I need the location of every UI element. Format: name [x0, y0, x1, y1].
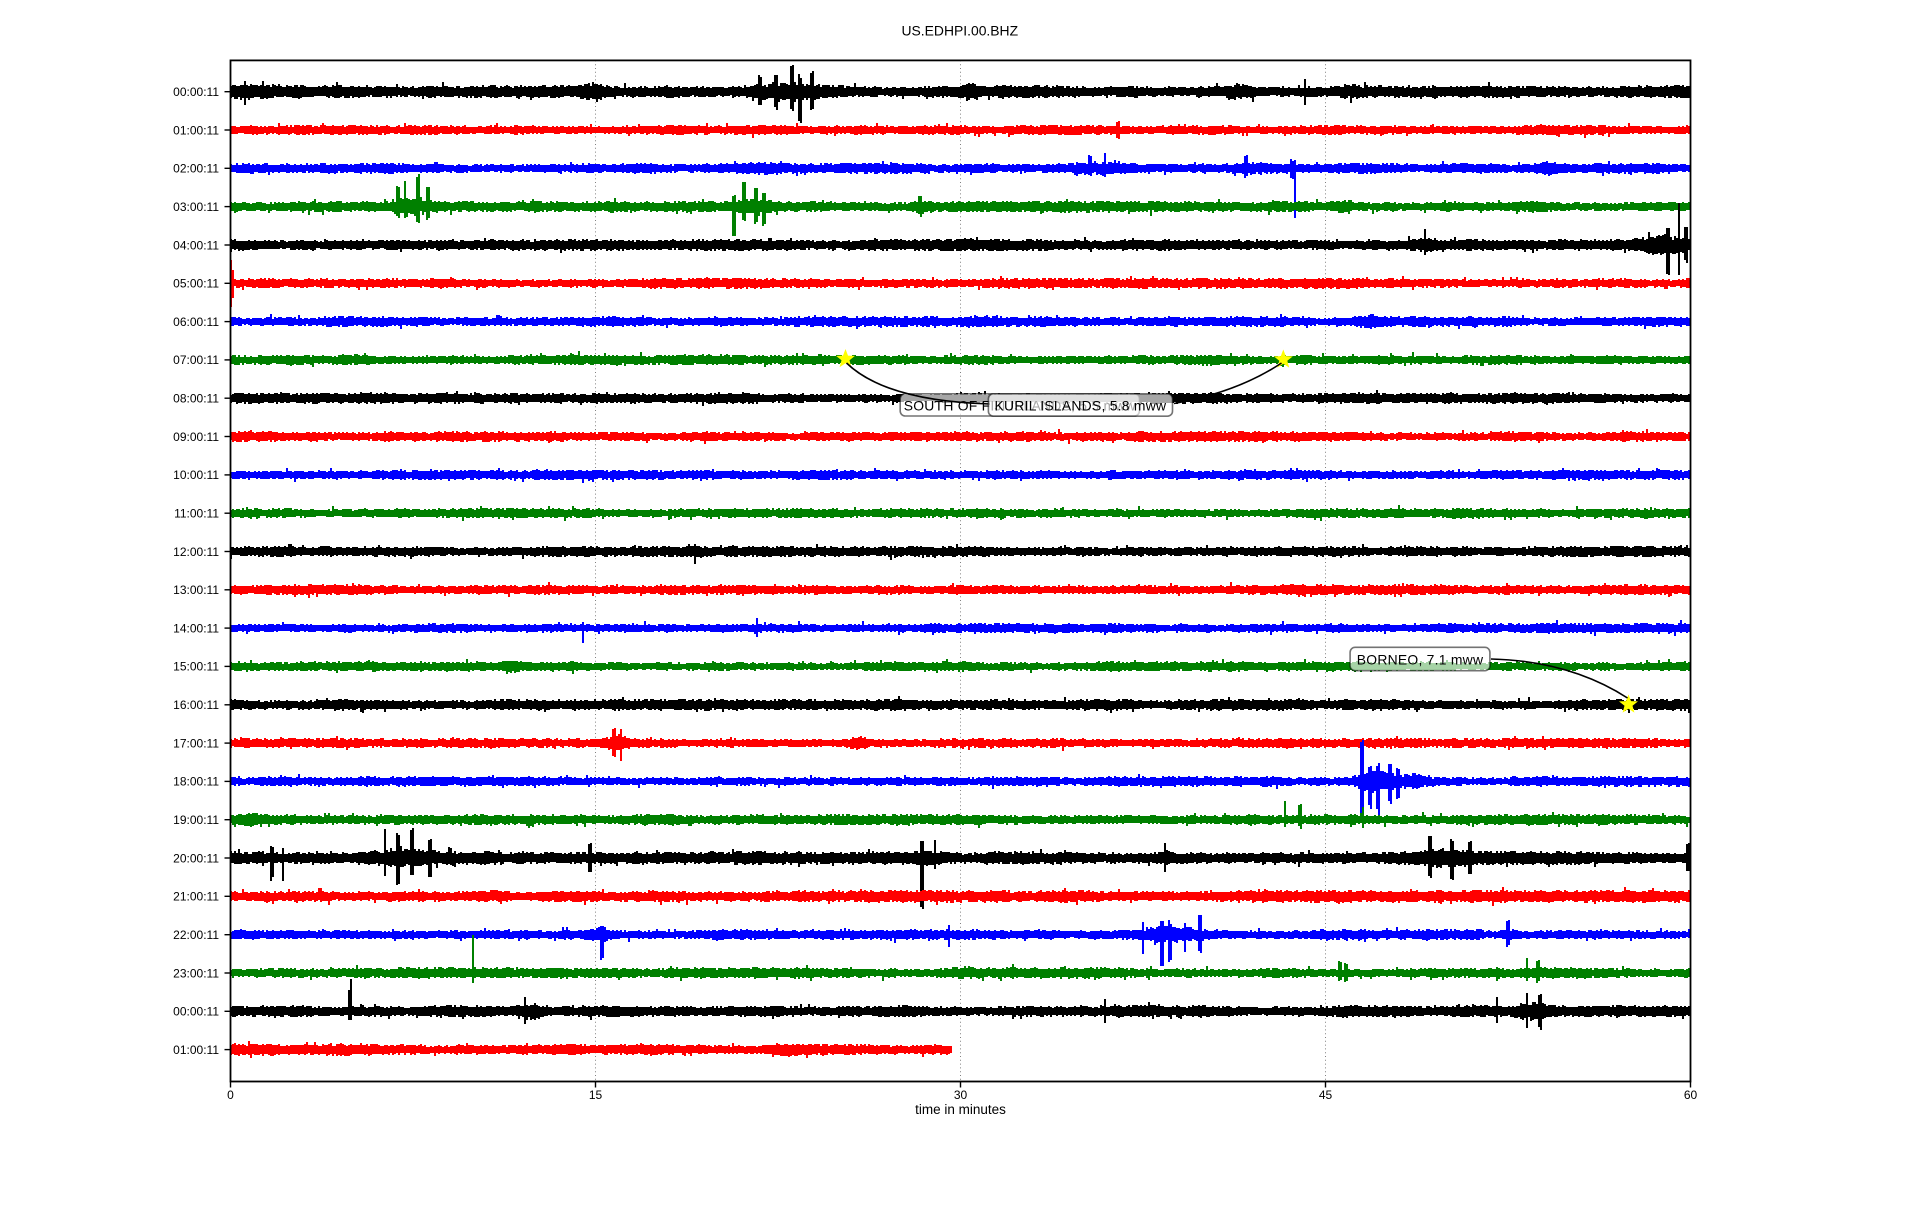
svg-text:US.EDHPI.00.BHZ: US.EDHPI.00.BHZ [902, 23, 1019, 39]
svg-text:60: 60 [1684, 1088, 1698, 1102]
svg-text:18:00:11: 18:00:11 [173, 775, 219, 789]
svg-text:00:00:11: 00:00:11 [173, 85, 219, 99]
svg-text:22:00:11: 22:00:11 [173, 928, 219, 942]
svg-text:BORNEO, 7.1 mww: BORNEO, 7.1 mww [1357, 652, 1484, 668]
svg-text:15: 15 [589, 1088, 603, 1102]
svg-text:30: 30 [954, 1088, 968, 1102]
svg-text:04:00:11: 04:00:11 [173, 238, 219, 252]
svg-text:0: 0 [227, 1088, 234, 1102]
svg-text:KURIL ISLANDS, 5.8 mww: KURIL ISLANDS, 5.8 mww [995, 398, 1167, 414]
svg-text:09:00:11: 09:00:11 [173, 430, 219, 444]
svg-text:23:00:11: 23:00:11 [173, 966, 219, 980]
svg-text:01:00:11: 01:00:11 [173, 1043, 219, 1057]
svg-text:02:00:11: 02:00:11 [173, 162, 219, 176]
svg-text:03:00:11: 03:00:11 [173, 200, 219, 214]
svg-text:17:00:11: 17:00:11 [173, 736, 219, 750]
svg-text:00:00:11: 00:00:11 [173, 1005, 219, 1019]
svg-text:19:00:11: 19:00:11 [173, 813, 219, 827]
svg-text:15:00:11: 15:00:11 [173, 660, 219, 674]
svg-text:21:00:11: 21:00:11 [173, 890, 219, 904]
svg-text:08:00:11: 08:00:11 [173, 392, 219, 406]
svg-text:16:00:11: 16:00:11 [173, 698, 219, 712]
svg-text:14:00:11: 14:00:11 [173, 621, 219, 635]
svg-text:13:00:11: 13:00:11 [173, 583, 219, 597]
svg-text:10:00:11: 10:00:11 [173, 468, 219, 482]
svg-text:01:00:11: 01:00:11 [173, 123, 219, 137]
svg-text:time in minutes: time in minutes [915, 1102, 1006, 1117]
svg-text:20:00:11: 20:00:11 [173, 851, 219, 865]
svg-text:07:00:11: 07:00:11 [173, 353, 219, 367]
svg-text:45: 45 [1319, 1088, 1333, 1102]
svg-text:06:00:11: 06:00:11 [173, 315, 219, 329]
svg-text:11:00:11: 11:00:11 [174, 507, 219, 521]
svg-text:05:00:11: 05:00:11 [173, 277, 219, 291]
svg-text:12:00:11: 12:00:11 [173, 545, 219, 559]
